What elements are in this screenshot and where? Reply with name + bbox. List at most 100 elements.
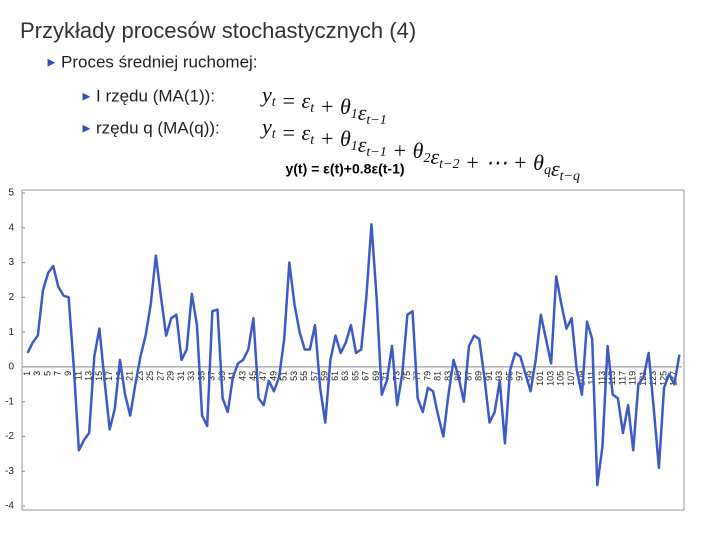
x-tick-label: 117: [617, 371, 627, 385]
x-tick-label: 79: [422, 371, 432, 381]
formula-subscript: 1: [351, 139, 358, 154]
x-tick-label: 9: [63, 371, 73, 376]
x-tick-label: 111: [587, 371, 597, 385]
formula-part: + ⋯ +: [459, 150, 533, 175]
x-tick-label: 99: [525, 371, 535, 381]
chart-title: y(t) = ε(t)+0.8ε(t-1): [285, 161, 404, 177]
y-tick-label: -3: [5, 466, 14, 477]
x-tick-label: 91: [484, 371, 494, 381]
x-tick-label: 113: [597, 371, 607, 385]
formula-part: ε: [358, 100, 367, 125]
x-tick-label: 101: [535, 371, 545, 386]
x-tick-label: 11: [73, 371, 83, 380]
formula-part: =: [276, 88, 302, 113]
bullet-arrow: ►: [45, 54, 58, 69]
x-tick-label: 83: [443, 371, 453, 381]
formula-part: θ: [340, 94, 351, 119]
x-tick-label: 109: [576, 371, 586, 386]
x-tick-label: 123: [648, 371, 658, 386]
plot-frame: [21, 189, 685, 511]
formula-subscript: t: [272, 127, 277, 142]
bullet-arrow: ►: [80, 88, 93, 103]
x-tick-label: 71: [381, 371, 391, 381]
formula-part: +: [314, 94, 340, 119]
formula-part: ε: [302, 120, 311, 145]
x-tick-label: 31: [176, 371, 186, 381]
formula-subscript: q: [544, 163, 551, 178]
y-tick-label: 0: [8, 362, 14, 373]
x-tick-label: 87: [463, 371, 473, 381]
x-tick-label: 25: [145, 371, 155, 381]
x-tick-label: 21: [125, 371, 135, 381]
formula-subscript: t−1: [366, 145, 386, 160]
formula-subscript: t−2: [439, 157, 459, 172]
x-tick-label: 53: [289, 371, 299, 381]
x-tick-label: 57: [309, 371, 319, 381]
formula-subscript: t: [310, 101, 315, 116]
x-tick-label: 73: [392, 371, 402, 381]
x-tick-label: 35: [196, 371, 206, 381]
x-tick-label: 61: [330, 371, 340, 381]
x-tick-label: 69: [371, 371, 381, 381]
x-tick-label: 103: [545, 371, 555, 386]
y-tick-label: 3: [8, 257, 14, 268]
formula-part: +: [314, 126, 340, 151]
formula-part: ε: [358, 132, 367, 157]
x-tick-label: 33: [186, 371, 196, 381]
x-tick-label: 13: [84, 371, 94, 381]
x-tick-label: 23: [135, 371, 145, 381]
x-tick-label: 27: [155, 371, 165, 381]
slide-title: Przykłady procesów stochastycznych (4): [20, 18, 416, 43]
formula-part: θ: [340, 126, 351, 151]
formula-subscript: t−q: [560, 169, 580, 184]
x-tick-label: 3: [32, 371, 42, 376]
x-tick-label: 81: [433, 371, 443, 381]
y-tick-label: -2: [5, 431, 14, 442]
x-tick-label: 55: [299, 371, 309, 381]
formula: yt = εt + θ1εt−1: [260, 82, 387, 128]
x-tick-label: 5: [42, 371, 52, 376]
formula-subscript: 2: [423, 151, 430, 166]
x-tick-label: 89: [474, 371, 484, 381]
formula-subscript: t: [272, 95, 277, 110]
formula-part: y: [260, 114, 272, 139]
bullet-text: rzędu q (MA(q)):: [96, 118, 220, 137]
x-tick-label: 51: [279, 371, 289, 381]
bullet-arrow: ►: [80, 120, 93, 135]
y-tick-label: 5: [8, 188, 14, 199]
formula-subscript: t−1: [366, 113, 386, 128]
x-tick-label: 97: [515, 371, 525, 381]
y-tick-label: 2: [8, 292, 14, 303]
x-tick-label: 119: [628, 371, 638, 385]
y-tick-label: 4: [8, 222, 14, 233]
formula-part: θ: [413, 138, 424, 163]
y-tick-label: -1: [5, 396, 14, 407]
x-tick-label: 59: [320, 371, 330, 381]
bullet-text: Proces średniej ruchomej:: [61, 52, 258, 71]
formula-part: θ: [533, 150, 544, 175]
formula-part: ε: [302, 88, 311, 113]
x-tick-label: 1: [22, 371, 32, 376]
formula-part: ε: [551, 156, 560, 181]
y-tick-label: -4: [5, 501, 14, 512]
x-tick-label: 29: [166, 371, 176, 381]
x-tick-label: 7: [53, 371, 63, 376]
x-tick-label: 127: [669, 371, 679, 386]
x-tick-label: 107: [566, 371, 576, 386]
data-line: [26, 223, 681, 487]
x-tick-label: 45: [248, 371, 258, 381]
formula-subscript: t: [310, 133, 315, 148]
y-tick-label: 1: [8, 327, 14, 338]
formula-part: ε: [430, 144, 439, 169]
bullet-text: I rzędu (MA(1)):: [96, 86, 215, 105]
x-tick-label: 15: [94, 371, 104, 381]
x-tick-label: 93: [494, 371, 504, 381]
formula-part: =: [276, 120, 302, 145]
formula: yt = εt + θ1εt−1 + θ2εt−2 + ⋯ + θqεt−q: [260, 114, 580, 184]
x-tick-label: 49: [268, 371, 278, 381]
x-tick-label: 63: [340, 371, 350, 381]
formula-part: y: [260, 82, 272, 107]
formula-subscript: 1: [351, 107, 358, 122]
x-tick-label: 65: [350, 371, 360, 381]
